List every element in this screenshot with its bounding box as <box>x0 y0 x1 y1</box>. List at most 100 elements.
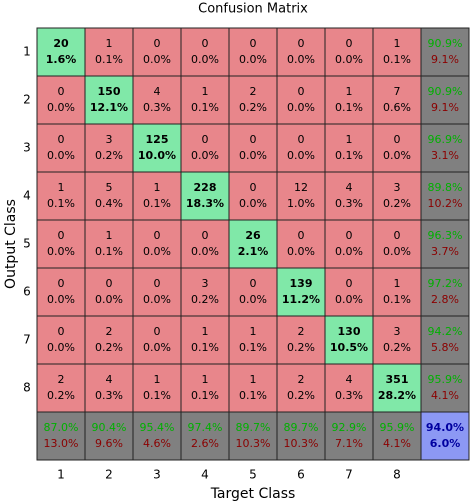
cell-count: 1 <box>202 373 209 386</box>
cell-percent: 0.0% <box>239 53 267 66</box>
cell-percent: 13.0% <box>44 437 79 450</box>
cell-count: 96.3% <box>428 229 463 242</box>
y-axis-label: Output Class <box>3 199 19 289</box>
cell-count: 1 <box>202 85 209 98</box>
cell-count: 4 <box>346 373 353 386</box>
cell-count: 90.4% <box>92 421 127 434</box>
cell-percent: 0.0% <box>287 245 315 258</box>
cell-count: 95.9% <box>380 421 415 434</box>
cell <box>36 171 86 221</box>
cell-count: 96.9% <box>428 133 463 146</box>
cell <box>84 219 134 269</box>
cell <box>132 75 182 125</box>
cell-count: 97.2% <box>428 277 463 290</box>
cell <box>84 363 134 413</box>
cell <box>420 27 470 77</box>
cell <box>276 363 326 413</box>
y-tick-label: 4 <box>23 189 31 203</box>
cell <box>228 363 278 413</box>
cell-percent: 0.0% <box>191 53 219 66</box>
cell-count: 2 <box>106 325 113 338</box>
cell-percent: 0.1% <box>143 389 171 402</box>
cell-percent: 0.1% <box>383 53 411 66</box>
cell <box>132 363 182 413</box>
cell <box>84 171 134 221</box>
cell-count: 1 <box>394 277 401 290</box>
cell <box>132 219 182 269</box>
cell <box>36 219 86 269</box>
cell-percent: 10.2% <box>428 197 463 210</box>
x-tick-label: 6 <box>297 468 305 482</box>
cell-percent: 0.0% <box>287 53 315 66</box>
cell-count: 90.9% <box>428 37 463 50</box>
cell-count: 4 <box>154 85 161 98</box>
cell-percent: 0.0% <box>143 341 171 354</box>
cell-percent: 0.0% <box>95 293 123 306</box>
cell <box>276 27 326 77</box>
cell-count: 95.9% <box>428 373 463 386</box>
cell-count: 0 <box>58 277 65 290</box>
cell <box>228 219 278 269</box>
cell-percent: 0.0% <box>191 149 219 162</box>
cell-count: 1 <box>250 373 257 386</box>
cell-count: 87.0% <box>44 421 79 434</box>
cell-percent: 0.0% <box>47 293 75 306</box>
cell <box>36 315 86 365</box>
cell-percent: 7.1% <box>335 437 363 450</box>
cell <box>228 75 278 125</box>
cell <box>276 411 326 461</box>
cell-count: 228 <box>194 181 217 194</box>
x-tick-label: 2 <box>105 468 113 482</box>
cell-count: 0 <box>58 325 65 338</box>
cell-percent: 0.6% <box>383 101 411 114</box>
cell-percent: 0.2% <box>47 389 75 402</box>
cell <box>36 123 86 173</box>
cell-count: 1 <box>202 325 209 338</box>
cell-count: 1 <box>394 37 401 50</box>
y-tick-label: 2 <box>23 93 31 107</box>
cell-percent: 10.0% <box>138 149 176 162</box>
cell-count: 3 <box>394 181 401 194</box>
cell-percent: 9.1% <box>431 53 459 66</box>
cell-percent: 0.0% <box>239 149 267 162</box>
cell <box>324 267 374 317</box>
cell <box>180 363 230 413</box>
cell <box>372 75 422 125</box>
cell-count: 12 <box>294 181 308 194</box>
cell <box>84 123 134 173</box>
cell-percent: 0.0% <box>47 149 75 162</box>
cell-percent: 0.1% <box>239 389 267 402</box>
cell-percent: 28.2% <box>378 389 416 402</box>
y-tick-label: 5 <box>23 237 31 251</box>
cell <box>180 171 230 221</box>
cell-percent: 4.1% <box>383 437 411 450</box>
cell-percent: 0.3% <box>335 197 363 210</box>
cell-percent: 0.1% <box>95 245 123 258</box>
cell-count: 0 <box>250 181 257 194</box>
cell-percent: 0.1% <box>383 293 411 306</box>
x-tick-label: 8 <box>393 468 401 482</box>
cell <box>84 75 134 125</box>
cell <box>132 411 182 461</box>
cell <box>132 27 182 77</box>
cell <box>276 219 326 269</box>
cell <box>180 27 230 77</box>
cell-percent: 0.3% <box>335 389 363 402</box>
cell <box>372 363 422 413</box>
cell-percent: 0.1% <box>191 389 219 402</box>
cell <box>36 411 86 461</box>
cell <box>324 171 374 221</box>
cell-count: 0 <box>250 277 257 290</box>
chart-title: Confusion Matrix <box>198 2 308 17</box>
cell <box>372 267 422 317</box>
cell-percent: 0.0% <box>47 341 75 354</box>
cell <box>228 123 278 173</box>
cell <box>420 123 470 173</box>
cell-percent: 0.2% <box>191 293 219 306</box>
cell-percent: 0.1% <box>335 101 363 114</box>
cell <box>36 27 86 77</box>
cell-percent: 0.0% <box>383 245 411 258</box>
cell <box>276 267 326 317</box>
cell-percent: 0.1% <box>143 197 171 210</box>
cell-count: 0 <box>106 277 113 290</box>
